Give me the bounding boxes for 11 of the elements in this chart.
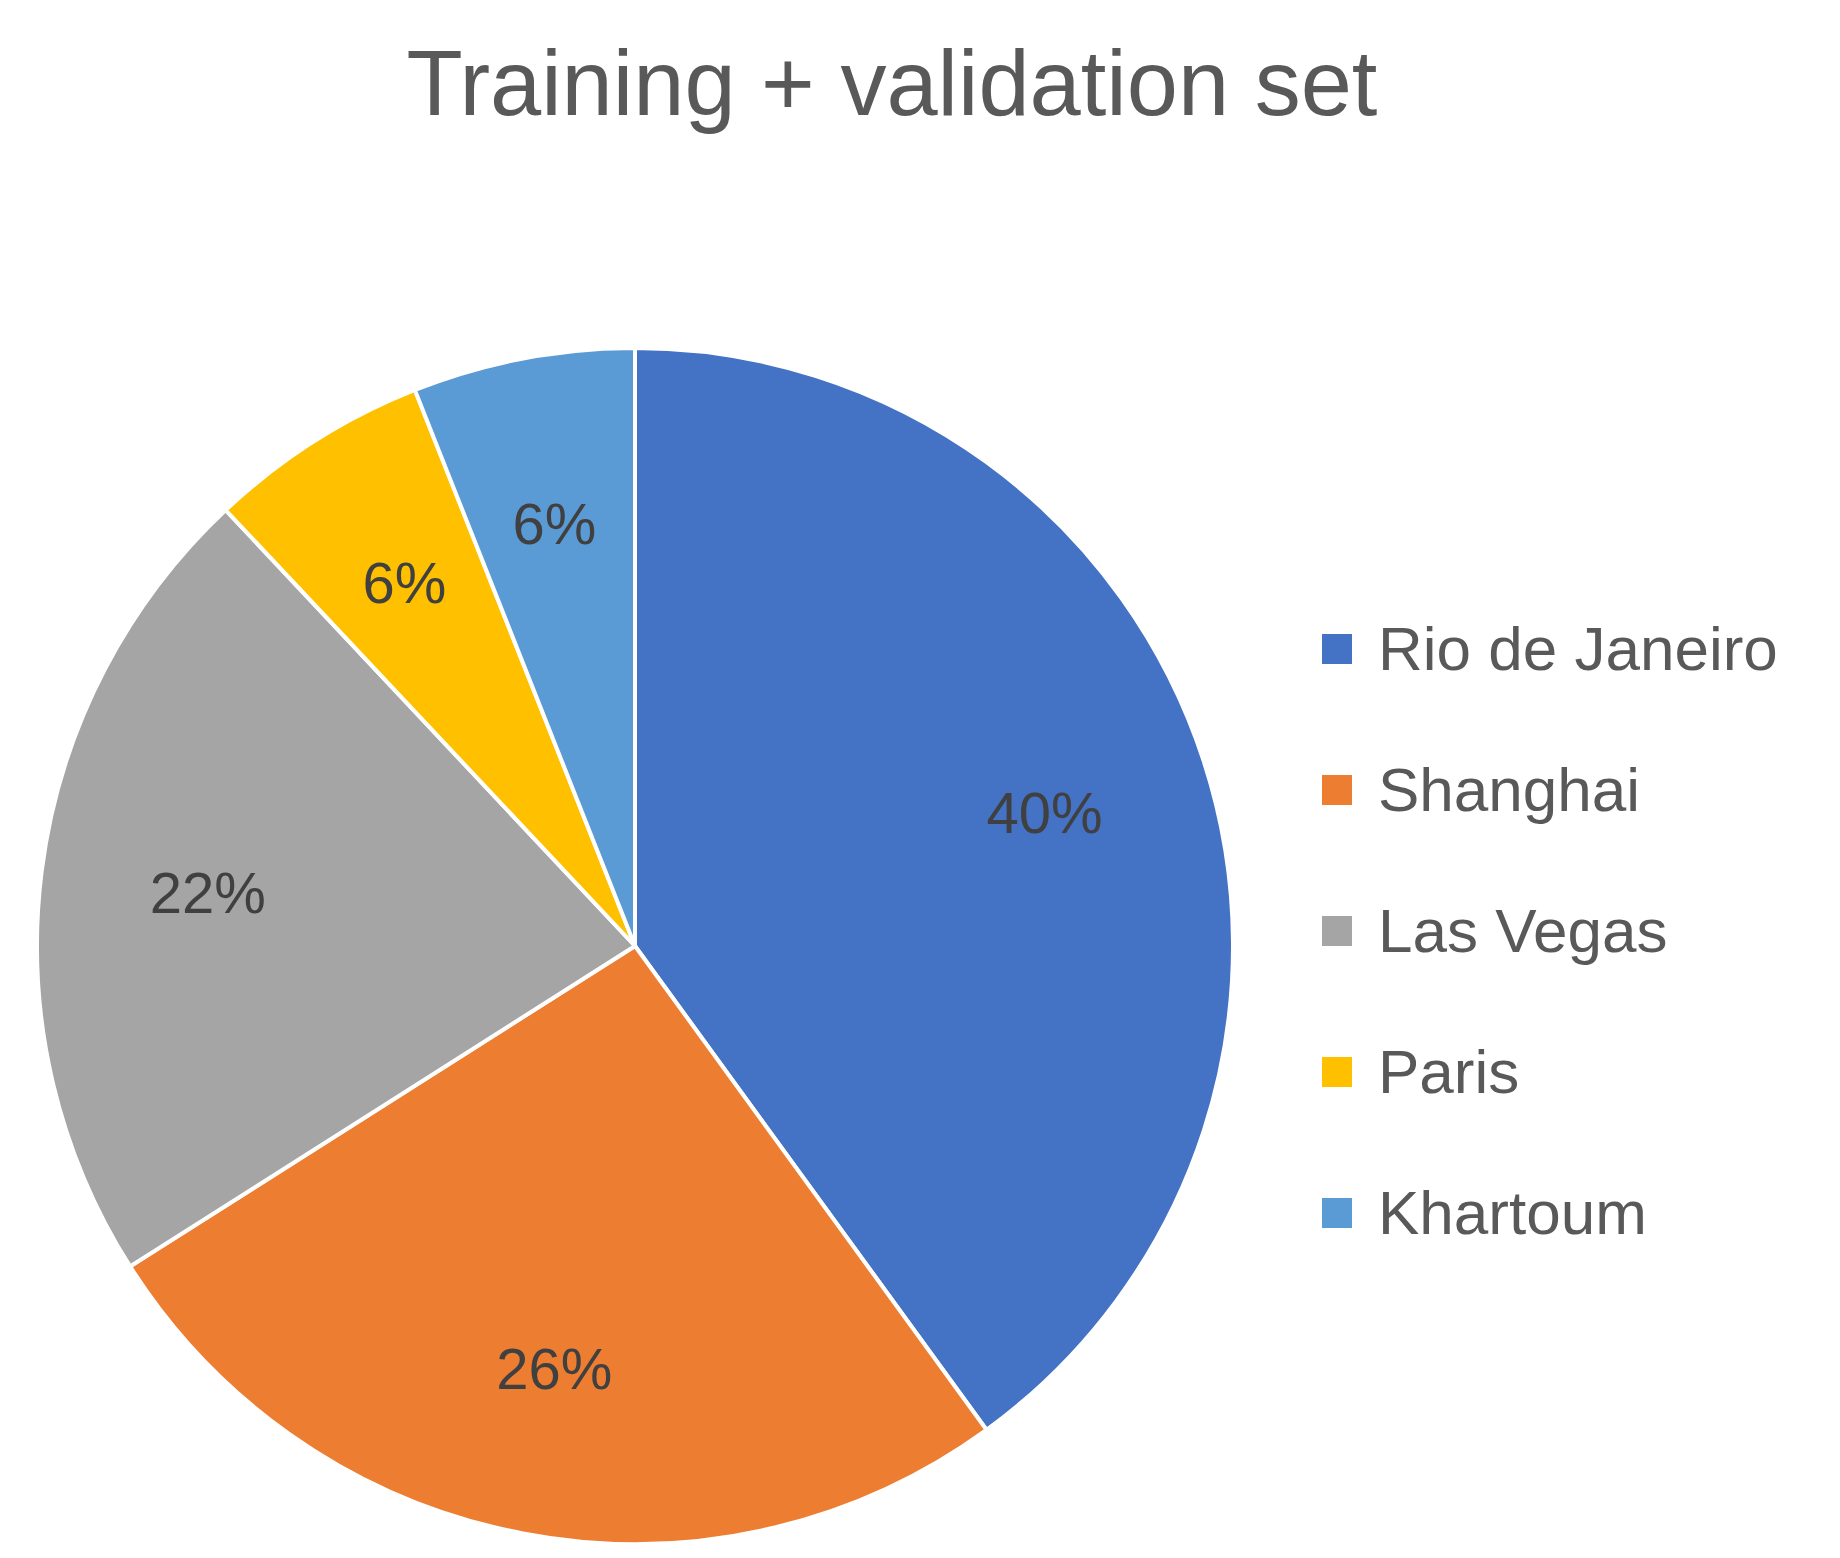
legend-label: Rio de Janeiro [1378,613,1778,684]
data-label: 40% [986,780,1103,846]
legend-label: Las Vegas [1378,895,1668,966]
legend-label: Shanghai [1378,754,1641,825]
data-label: 22% [149,859,266,925]
data-label: 6% [362,549,447,615]
chart-title: Training + validation set [405,31,1379,136]
data-label: 26% [496,1336,613,1402]
legend-label: Paris [1378,1036,1520,1107]
legend-label: Khartoum [1378,1177,1647,1248]
data-label: 6% [512,490,597,556]
